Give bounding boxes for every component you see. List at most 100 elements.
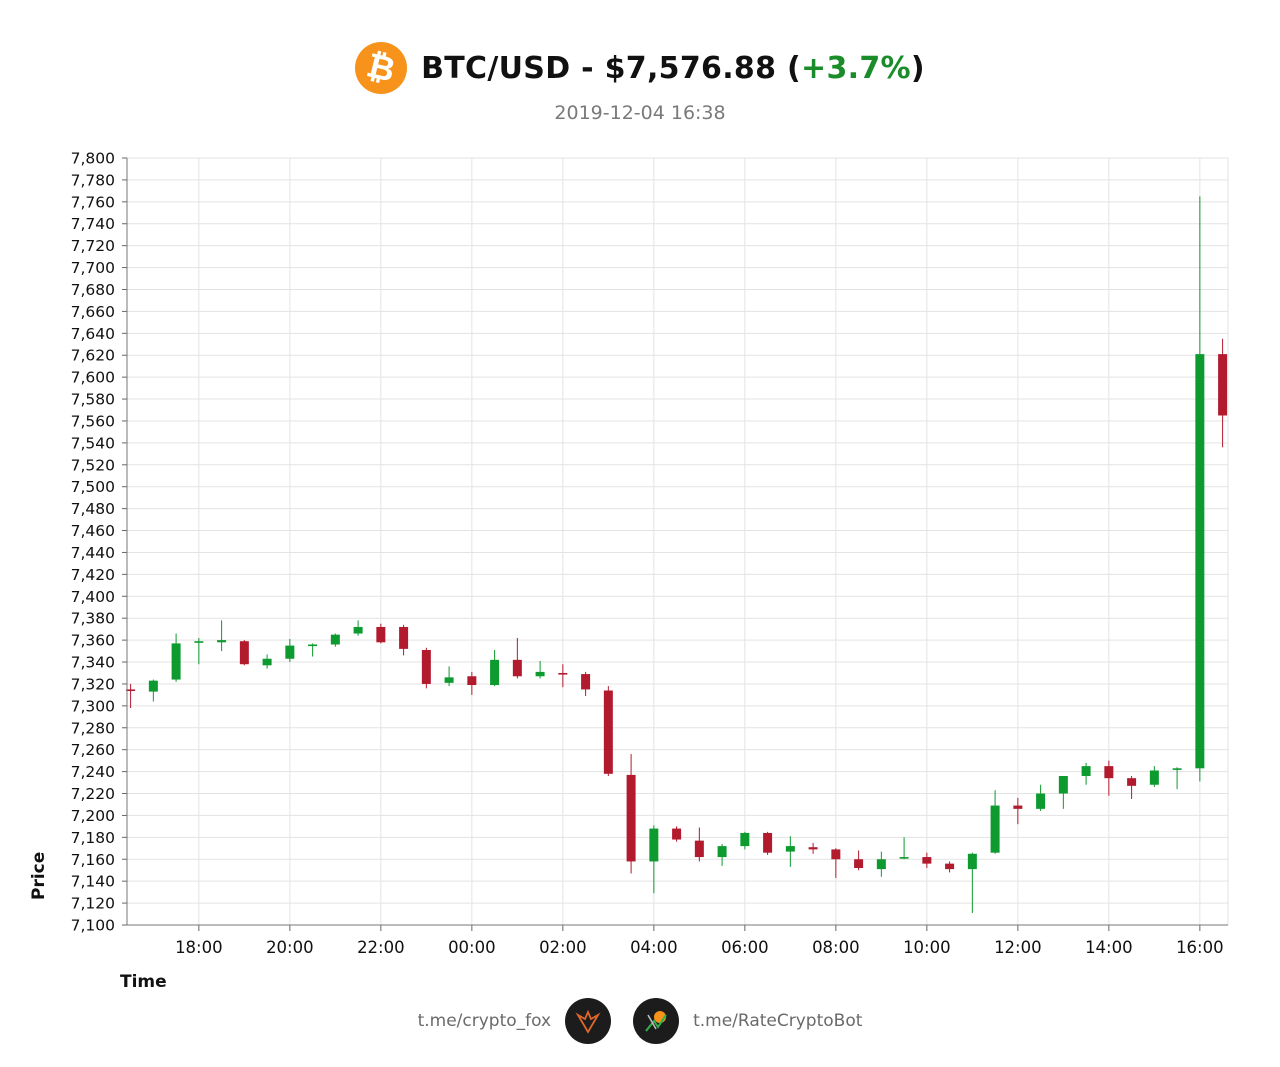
candle-body [854, 859, 864, 869]
x-tick-label: 04:00 [630, 938, 678, 957]
candle [967, 852, 977, 913]
candle [626, 754, 636, 874]
candle-body [922, 857, 932, 864]
y-tick-label: 7,540 [71, 434, 115, 452]
candle-body [603, 690, 613, 774]
candle [1127, 775, 1137, 799]
candle-body [239, 641, 249, 665]
y-tick-label: 7,720 [71, 237, 115, 255]
candle-body [581, 674, 591, 690]
candle [1149, 766, 1159, 787]
candle-body [262, 658, 272, 666]
candle-body [876, 859, 886, 870]
y-tick-label: 7,580 [71, 391, 115, 409]
y-tick-label: 7,140 [71, 873, 115, 891]
y-tick-label: 7,660 [71, 303, 115, 321]
candle-body [217, 640, 227, 643]
x-tick-label: 14:00 [1085, 938, 1133, 957]
candle-body [785, 846, 795, 852]
candle-body [353, 626, 363, 634]
candle-body [740, 832, 750, 847]
candle-body [148, 680, 158, 692]
candle [285, 639, 295, 663]
footer: t.me/crypto_fox t.me/RateCryptoBot [0, 996, 1280, 1046]
candle-body [1058, 775, 1068, 794]
y-tick-label: 7,440 [71, 544, 115, 562]
title-suffix: ) [910, 50, 925, 86]
candle-body [285, 645, 295, 659]
candle-body [808, 847, 818, 850]
y-tick-label: 7,260 [71, 741, 115, 759]
candle-body [1172, 768, 1182, 770]
fox-avatar-icon[interactable] [565, 998, 612, 1044]
candle-body [1104, 766, 1114, 779]
y-tick-label: 7,760 [71, 193, 115, 211]
y-tick-label: 7,200 [71, 807, 115, 825]
candle-body [467, 676, 477, 686]
y-tick-label: 7,220 [71, 785, 115, 803]
crypto-fox-link[interactable]: t.me/crypto_fox [417, 1011, 552, 1031]
candle-body [1013, 805, 1023, 809]
candle [512, 637, 522, 679]
y-tick-label: 7,380 [71, 610, 115, 628]
x-tick-label: 22:00 [357, 938, 405, 957]
y-tick-label: 7,780 [71, 171, 115, 189]
x-tick-label: 16:00 [1176, 938, 1224, 957]
candle [1218, 338, 1228, 448]
price-change: +3.7% [801, 50, 911, 86]
y-tick-label: 7,460 [71, 522, 115, 540]
chart-header: ₿ BTC/USD - $7,576.88 (+3.7%) [0, 38, 1280, 98]
candle-body [763, 832, 773, 853]
candle [262, 654, 272, 669]
candle-body [1218, 354, 1228, 416]
candle [603, 686, 613, 776]
y-tick-label: 7,400 [71, 588, 115, 606]
y-tick-label: 7,340 [71, 654, 115, 672]
title-prefix: BTC/USD - $7,576.88 ( [421, 50, 802, 86]
x-tick-label: 10:00 [903, 938, 951, 957]
candle [535, 660, 545, 679]
y-axis-label: Price [29, 852, 49, 900]
candle [217, 620, 227, 652]
candle [672, 826, 682, 842]
candle-body [831, 849, 841, 860]
y-tick-label: 7,320 [71, 675, 115, 693]
candle [990, 790, 1000, 854]
y-tick-label: 7,100 [71, 917, 115, 935]
candle [467, 671, 477, 695]
candle-body [376, 626, 386, 643]
y-tick-label: 7,240 [71, 763, 115, 781]
candle [239, 640, 249, 666]
candle-body [990, 805, 1000, 853]
grid [127, 157, 1229, 926]
y-tick-label: 7,680 [71, 281, 115, 299]
candle-body [672, 828, 682, 840]
candle [399, 624, 409, 656]
candle [353, 620, 363, 636]
candle [444, 666, 454, 687]
rate-crypto-bot-link[interactable]: t.me/RateCryptoBot [693, 1011, 863, 1031]
candle [876, 851, 886, 877]
x-tick-label: 12:00 [994, 938, 1042, 957]
candle [740, 831, 750, 850]
candle [945, 861, 955, 873]
candle [148, 679, 158, 702]
candle-body [490, 659, 500, 686]
candle-body [535, 671, 545, 677]
candle [1172, 767, 1182, 790]
candle-body [694, 840, 704, 858]
candle [1195, 196, 1205, 782]
rate-bot-avatar-icon[interactable] [633, 998, 680, 1044]
candle-body [649, 828, 659, 862]
candle-body [1081, 766, 1091, 776]
candle [490, 649, 500, 687]
candle-body [330, 634, 340, 645]
candle [763, 831, 773, 855]
y-tick-label: 7,740 [71, 215, 115, 233]
candle-body [512, 659, 522, 677]
y-tick-label: 7,640 [71, 325, 115, 343]
candle [1104, 760, 1114, 796]
y-tick-label: 7,160 [71, 851, 115, 869]
y-tick-label: 7,620 [71, 347, 115, 365]
